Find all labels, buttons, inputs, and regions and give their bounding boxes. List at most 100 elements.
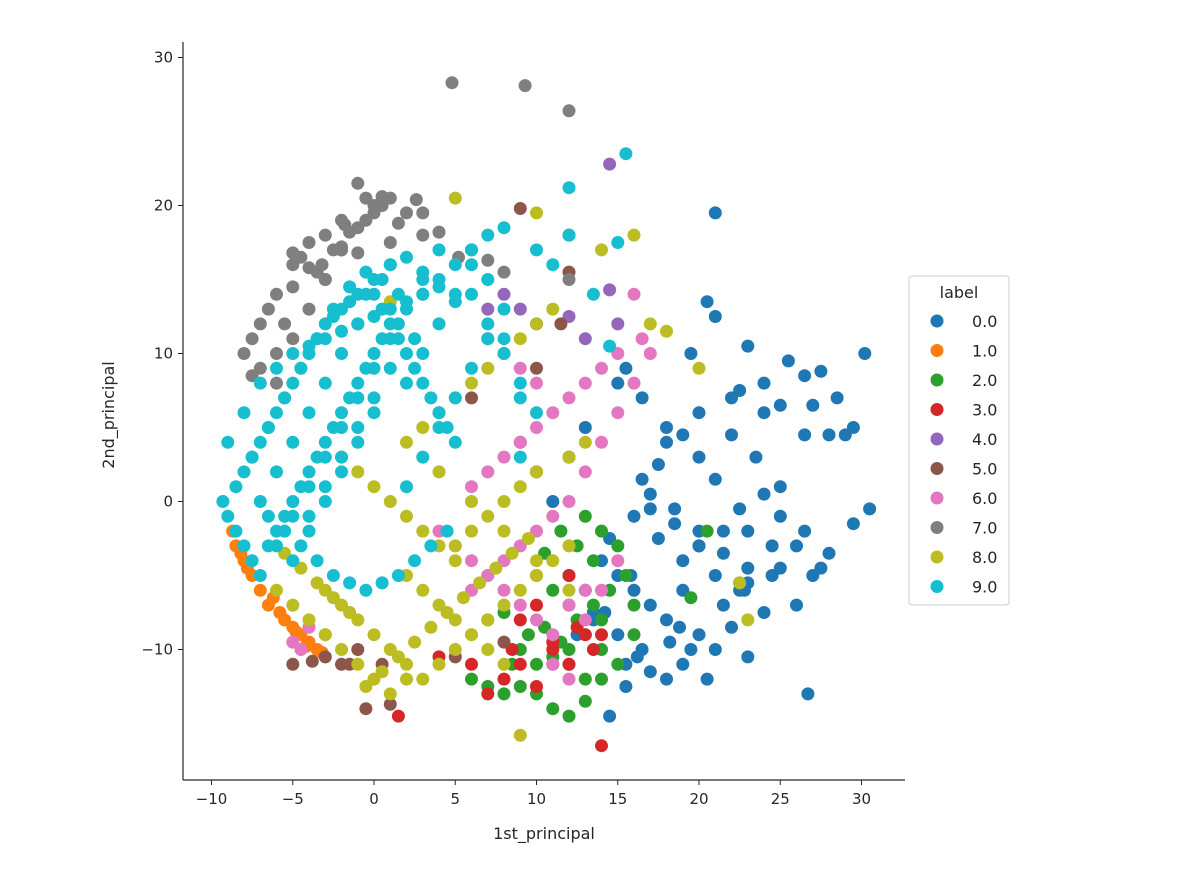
- data-point: [440, 606, 454, 619]
- data-point: [489, 561, 503, 575]
- data-point: [465, 495, 478, 508]
- data-point: [530, 421, 543, 434]
- data-point: [286, 332, 300, 346]
- data-point: [562, 495, 576, 508]
- data-point: [635, 332, 649, 346]
- data-point: [481, 643, 495, 656]
- data-point: [562, 709, 576, 723]
- data-point: [684, 591, 698, 605]
- data-point: [253, 583, 267, 597]
- data-point: [310, 332, 324, 346]
- x-tick-label: 15: [608, 790, 627, 808]
- data-point: [562, 104, 576, 118]
- data-point: [521, 628, 535, 642]
- data-point: [286, 376, 300, 390]
- data-point: [611, 406, 625, 420]
- data-point: [611, 236, 625, 249]
- data-point: [562, 598, 576, 612]
- data-point: [237, 406, 251, 420]
- data-point: [513, 728, 527, 742]
- data-point: [801, 687, 815, 701]
- data-point: [351, 317, 365, 331]
- data-point: [619, 147, 633, 161]
- data-point: [578, 509, 592, 523]
- data-point: [326, 591, 340, 605]
- series-7.0: [237, 76, 576, 390]
- data-point: [586, 643, 600, 656]
- data-point: [798, 369, 812, 383]
- data-point: [562, 273, 576, 286]
- data-point: [630, 650, 644, 664]
- data-point: [700, 672, 714, 686]
- legend-item: 0.0: [930, 312, 997, 331]
- data-point: [627, 228, 641, 242]
- data-point: [725, 428, 738, 442]
- data-point: [383, 697, 397, 711]
- data-point: [383, 258, 397, 272]
- data-point: [676, 428, 690, 442]
- data-point: [424, 620, 438, 634]
- data-point: [359, 680, 373, 693]
- data-point: [725, 620, 738, 634]
- data-point: [375, 665, 389, 679]
- data-point: [237, 347, 251, 360]
- data-point: [562, 391, 576, 405]
- y-tick-label: −10: [141, 641, 173, 659]
- data-point: [253, 435, 267, 449]
- data-point: [806, 398, 820, 412]
- data-point: [578, 376, 592, 390]
- data-point: [627, 583, 641, 597]
- data-point: [245, 450, 259, 464]
- data-point: [318, 650, 332, 664]
- data-point: [668, 502, 682, 516]
- data-point: [391, 709, 405, 723]
- data-point: [302, 465, 316, 479]
- data-point: [781, 354, 795, 368]
- legend-title: label: [940, 283, 979, 302]
- data-point: [326, 569, 340, 582]
- legend-item: 1.0: [930, 342, 997, 361]
- data-point: [586, 598, 600, 612]
- data-point: [530, 243, 543, 257]
- data-point: [416, 524, 430, 538]
- data-point: [643, 502, 657, 516]
- data-point: [318, 435, 332, 449]
- legend-item: 9.0: [930, 578, 997, 597]
- data-point: [513, 361, 527, 375]
- data-point: [668, 517, 682, 531]
- data-point: [318, 628, 332, 642]
- data-point: [289, 625, 303, 639]
- data-point: [286, 495, 300, 508]
- data-point: [465, 243, 478, 257]
- data-point: [619, 361, 633, 375]
- legend-item: 6.0: [930, 489, 997, 508]
- data-point: [351, 435, 365, 449]
- data-point: [586, 287, 600, 301]
- data-point: [546, 258, 560, 272]
- data-point: [221, 435, 235, 449]
- legend-marker: [930, 432, 944, 446]
- data-point: [359, 702, 373, 716]
- data-point: [562, 228, 576, 242]
- data-point: [635, 391, 649, 405]
- data-point: [270, 347, 283, 360]
- data-point: [286, 509, 300, 523]
- data-point: [351, 376, 365, 390]
- data-point: [757, 376, 771, 390]
- data-point: [278, 317, 292, 331]
- data-point: [343, 606, 357, 619]
- data-point: [286, 347, 300, 360]
- data-point: [343, 295, 357, 309]
- data-point: [400, 250, 413, 264]
- data-point: [595, 361, 608, 375]
- data-point: [270, 583, 283, 597]
- data-point: [858, 347, 872, 360]
- y-axis-label: 2nd_principal: [99, 361, 119, 468]
- data-point: [562, 539, 576, 553]
- data-point: [546, 702, 560, 716]
- data-point: [846, 517, 860, 531]
- data-point: [294, 361, 308, 375]
- data-point: [757, 406, 771, 420]
- data-point: [513, 613, 527, 627]
- data-point: [700, 524, 714, 538]
